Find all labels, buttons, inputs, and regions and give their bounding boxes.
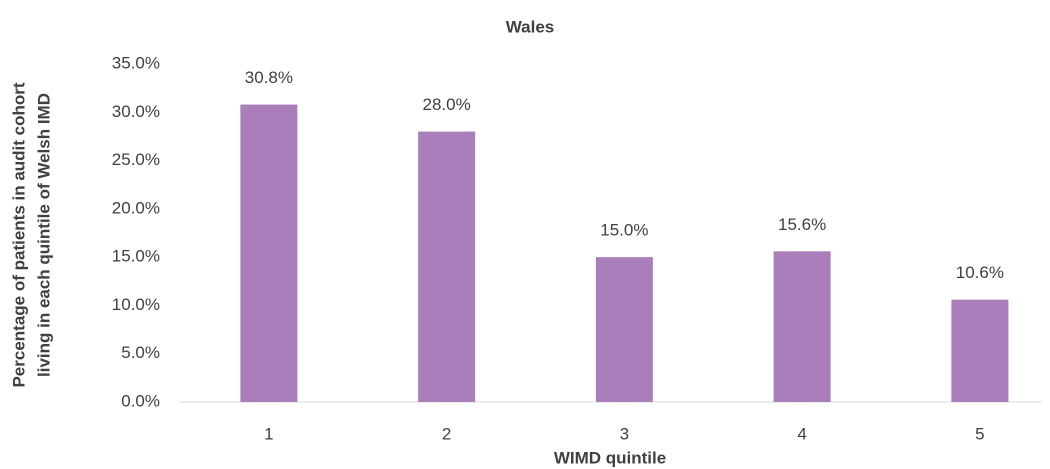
y-axis-label: Percentage of patients in audit cohort <box>9 82 28 387</box>
data-label: 15.6% <box>778 215 826 234</box>
data-label: 28.0% <box>423 95 471 114</box>
y-tick-label: 30.0% <box>112 102 160 121</box>
bar <box>240 104 298 402</box>
x-tick-label: 2 <box>442 424 451 443</box>
y-tick-label: 15.0% <box>112 247 160 266</box>
bar <box>595 257 653 402</box>
chart-title: Wales <box>506 17 555 36</box>
bar <box>951 299 1009 402</box>
y-tick-label: 20.0% <box>112 198 160 217</box>
x-tick-label: 5 <box>975 424 984 443</box>
y-axis-label: living in each quintile of Welsh IMD <box>34 93 53 377</box>
data-label: 10.6% <box>956 263 1004 282</box>
bar <box>418 131 476 402</box>
data-label: 30.8% <box>245 68 293 87</box>
x-tick-label: 3 <box>620 424 629 443</box>
y-tick-label: 10.0% <box>112 295 160 314</box>
x-tick-label: 1 <box>264 424 273 443</box>
data-label: 15.0% <box>600 221 648 240</box>
y-tick-label: 0.0% <box>121 391 160 410</box>
y-tick-label: 35.0% <box>112 53 160 72</box>
y-tick-label: 5.0% <box>121 343 160 362</box>
x-tick-label: 4 <box>797 424 806 443</box>
x-axis-label: WIMD quintile <box>554 448 666 467</box>
bar <box>773 251 831 402</box>
y-tick-label: 25.0% <box>112 150 160 169</box>
